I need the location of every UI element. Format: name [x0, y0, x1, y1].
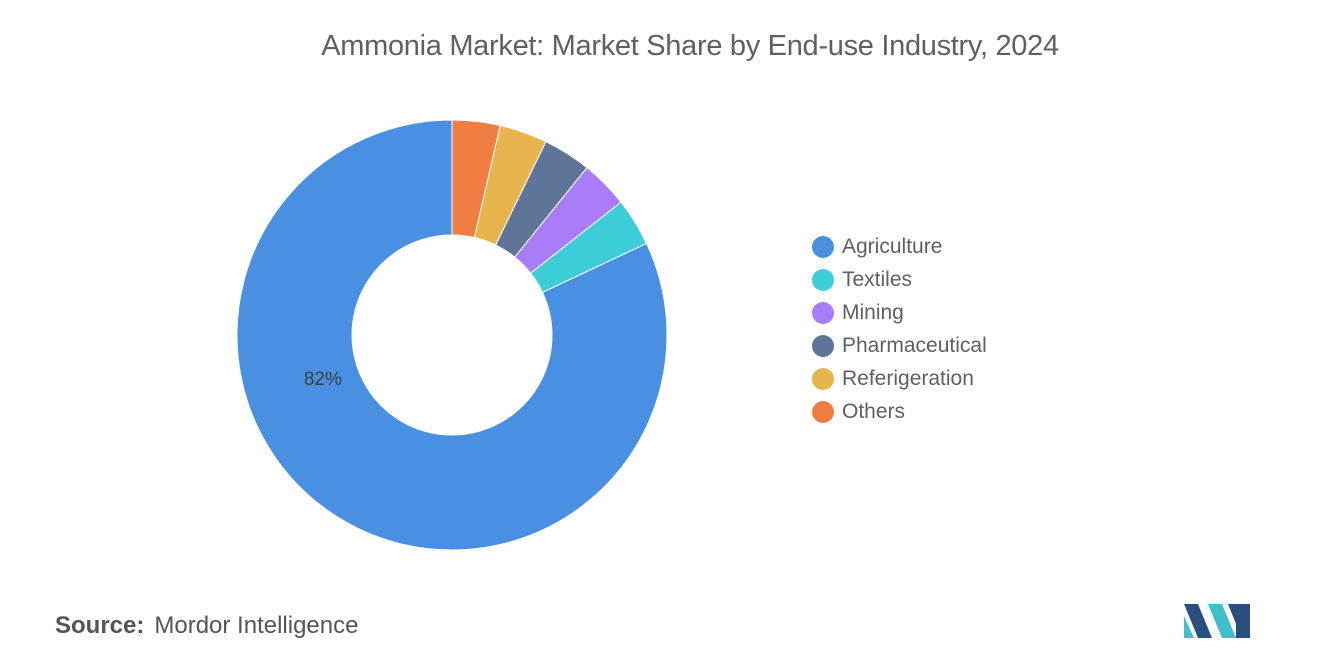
legend-label-mining: Mining: [842, 300, 904, 324]
slice-label-agriculture: 82%: [304, 369, 342, 390]
logo-left-accent: [1184, 616, 1194, 638]
source-value: Mordor Intelligence: [154, 612, 359, 639]
legend-item-pharmaceutical: Pharmaceutical: [812, 329, 987, 362]
legend-item-others: Others: [812, 395, 987, 428]
chart-legend: Agriculture Textiles Mining Pharmaceutical R…: [812, 230, 987, 428]
mordor-intelligence-logo: [1184, 604, 1250, 638]
logo-right-shape: [1236, 604, 1250, 638]
legend-swatch-pharmaceutical: [812, 334, 834, 357]
legend-label-textiles: Textiles: [842, 267, 913, 291]
legend-label-pharmaceutical: Pharmaceutical: [842, 333, 987, 357]
legend-item-agriculture: Agriculture: [812, 230, 987, 263]
legend-label-referigeration: Referigeration: [842, 366, 974, 390]
legend-swatch-mining: [812, 301, 834, 324]
chart-title: Ammonia Market: Market Share by End-use …: [321, 30, 1059, 62]
legend-item-textiles: Textiles: [812, 263, 987, 296]
logo-left-shape: [1184, 604, 1212, 638]
legend-swatch-others: [812, 400, 834, 423]
legend-swatch-textiles: [812, 268, 834, 291]
legend-label-others: Others: [842, 399, 906, 423]
legend-item-referigeration: Referigeration: [812, 362, 987, 395]
legend-swatch-agriculture: [812, 235, 834, 258]
source-note: Source: Mordor Intelligence: [55, 612, 358, 640]
slice-agriculture: [236, 119, 668, 551]
logo-mid-shape: [1208, 604, 1236, 638]
source-label: Source:: [55, 612, 145, 639]
logo-right-accent: [1228, 604, 1236, 624]
legend-label-agriculture: Agriculture: [842, 234, 943, 258]
legend-item-mining: Mining: [812, 296, 987, 329]
legend-swatch-referigeration: [812, 367, 834, 390]
